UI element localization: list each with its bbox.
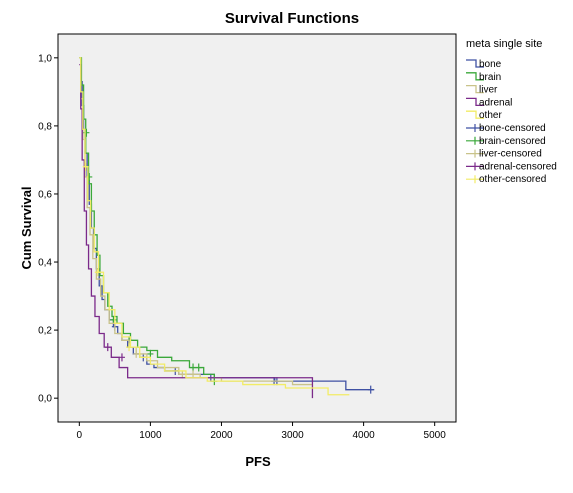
legend-item-other: other bbox=[466, 110, 502, 121]
brain-legend-swatch bbox=[466, 72, 484, 81]
legend-item-other-censored: other-censored bbox=[466, 174, 546, 185]
plot-area bbox=[57, 33, 457, 423]
x-tick-label: 1000 bbox=[139, 430, 162, 441]
legend-item-brain: brain bbox=[466, 72, 501, 83]
other-censor-mark bbox=[126, 343, 133, 352]
x-tick-label: 4000 bbox=[352, 430, 375, 441]
other-censor-mark bbox=[82, 162, 89, 171]
legend-label: bone-censored bbox=[479, 123, 546, 134]
adrenal-censored-legend-swatch bbox=[466, 162, 484, 171]
adrenal-survival-line bbox=[79, 63, 314, 399]
liver-legend-swatch bbox=[466, 84, 484, 94]
y-tick-label: 0,8 bbox=[38, 121, 52, 132]
x-tick-label: 0 bbox=[77, 430, 83, 441]
legend-item-bone: bone bbox=[466, 59, 502, 70]
legend-label: brain-censored bbox=[479, 136, 546, 147]
other-censor-mark bbox=[94, 268, 101, 277]
legend-item-adrenal-censored: adrenal-censored bbox=[466, 161, 557, 172]
y-tick-label: 0,0 bbox=[38, 394, 52, 405]
y-tick-label: 0,2 bbox=[38, 326, 52, 337]
legend-item-adrenal: adrenal bbox=[466, 97, 512, 108]
brain-survival-line bbox=[79, 57, 216, 382]
bone-censor-mark bbox=[367, 385, 374, 394]
legend-label: adrenal bbox=[479, 97, 512, 108]
x-tick-label: 3000 bbox=[281, 430, 304, 441]
legend-item-bone-censored: bone-censored bbox=[466, 123, 546, 134]
adrenal-censor-mark bbox=[104, 343, 111, 352]
legend-item-liver-censored: liver-censored bbox=[466, 149, 542, 160]
legend-label: bone bbox=[479, 59, 502, 70]
y-axis: 0,0 0,2 0,4 0,6 0,8 1,0 bbox=[38, 53, 58, 405]
y-tick-label: 0,6 bbox=[38, 189, 52, 200]
y-axis-label: Cum Survival bbox=[19, 186, 34, 269]
x-tick-label: 5000 bbox=[424, 430, 447, 441]
bone-legend-swatch bbox=[466, 59, 484, 68]
legend-label: other-censored bbox=[479, 174, 546, 185]
other-censored-legend-swatch bbox=[466, 175, 484, 184]
other-legend-swatch bbox=[466, 110, 484, 119]
x-axis-label: PFS bbox=[245, 454, 271, 469]
legend-title: meta single site bbox=[466, 38, 542, 50]
legend-label: other bbox=[479, 110, 502, 121]
legend-item-brain-censored: brain-censored bbox=[466, 136, 546, 147]
liver-censored-legend-swatch bbox=[466, 149, 484, 158]
bone-censored-legend-swatch bbox=[466, 124, 484, 132]
chart-title: Survival Functions bbox=[225, 10, 359, 27]
legend-label: brain bbox=[479, 72, 501, 83]
adrenal-censor-mark bbox=[118, 353, 125, 362]
x-tick-label: 2000 bbox=[210, 430, 233, 441]
legend-label: liver bbox=[479, 85, 498, 96]
brain-censor-mark bbox=[190, 363, 197, 372]
brain-censor-mark bbox=[195, 363, 202, 372]
y-tick-label: 0,4 bbox=[38, 258, 52, 269]
legend-label: liver-censored bbox=[479, 149, 542, 160]
adrenal-legend-swatch bbox=[466, 97, 484, 107]
series-layer bbox=[79, 57, 375, 399]
liver-censor-mark bbox=[133, 349, 140, 358]
liver-censor-mark bbox=[190, 370, 197, 379]
x-axis: 0 1000 2000 3000 4000 5000 bbox=[77, 422, 447, 441]
legend-item-liver: liver bbox=[466, 85, 498, 96]
liver-censor-mark bbox=[179, 370, 186, 379]
legend-label: adrenal-censored bbox=[479, 161, 557, 172]
brain-censor-mark bbox=[147, 349, 154, 358]
brain-censored-legend-swatch bbox=[466, 136, 484, 145]
y-tick-label: 1,0 bbox=[38, 53, 52, 64]
